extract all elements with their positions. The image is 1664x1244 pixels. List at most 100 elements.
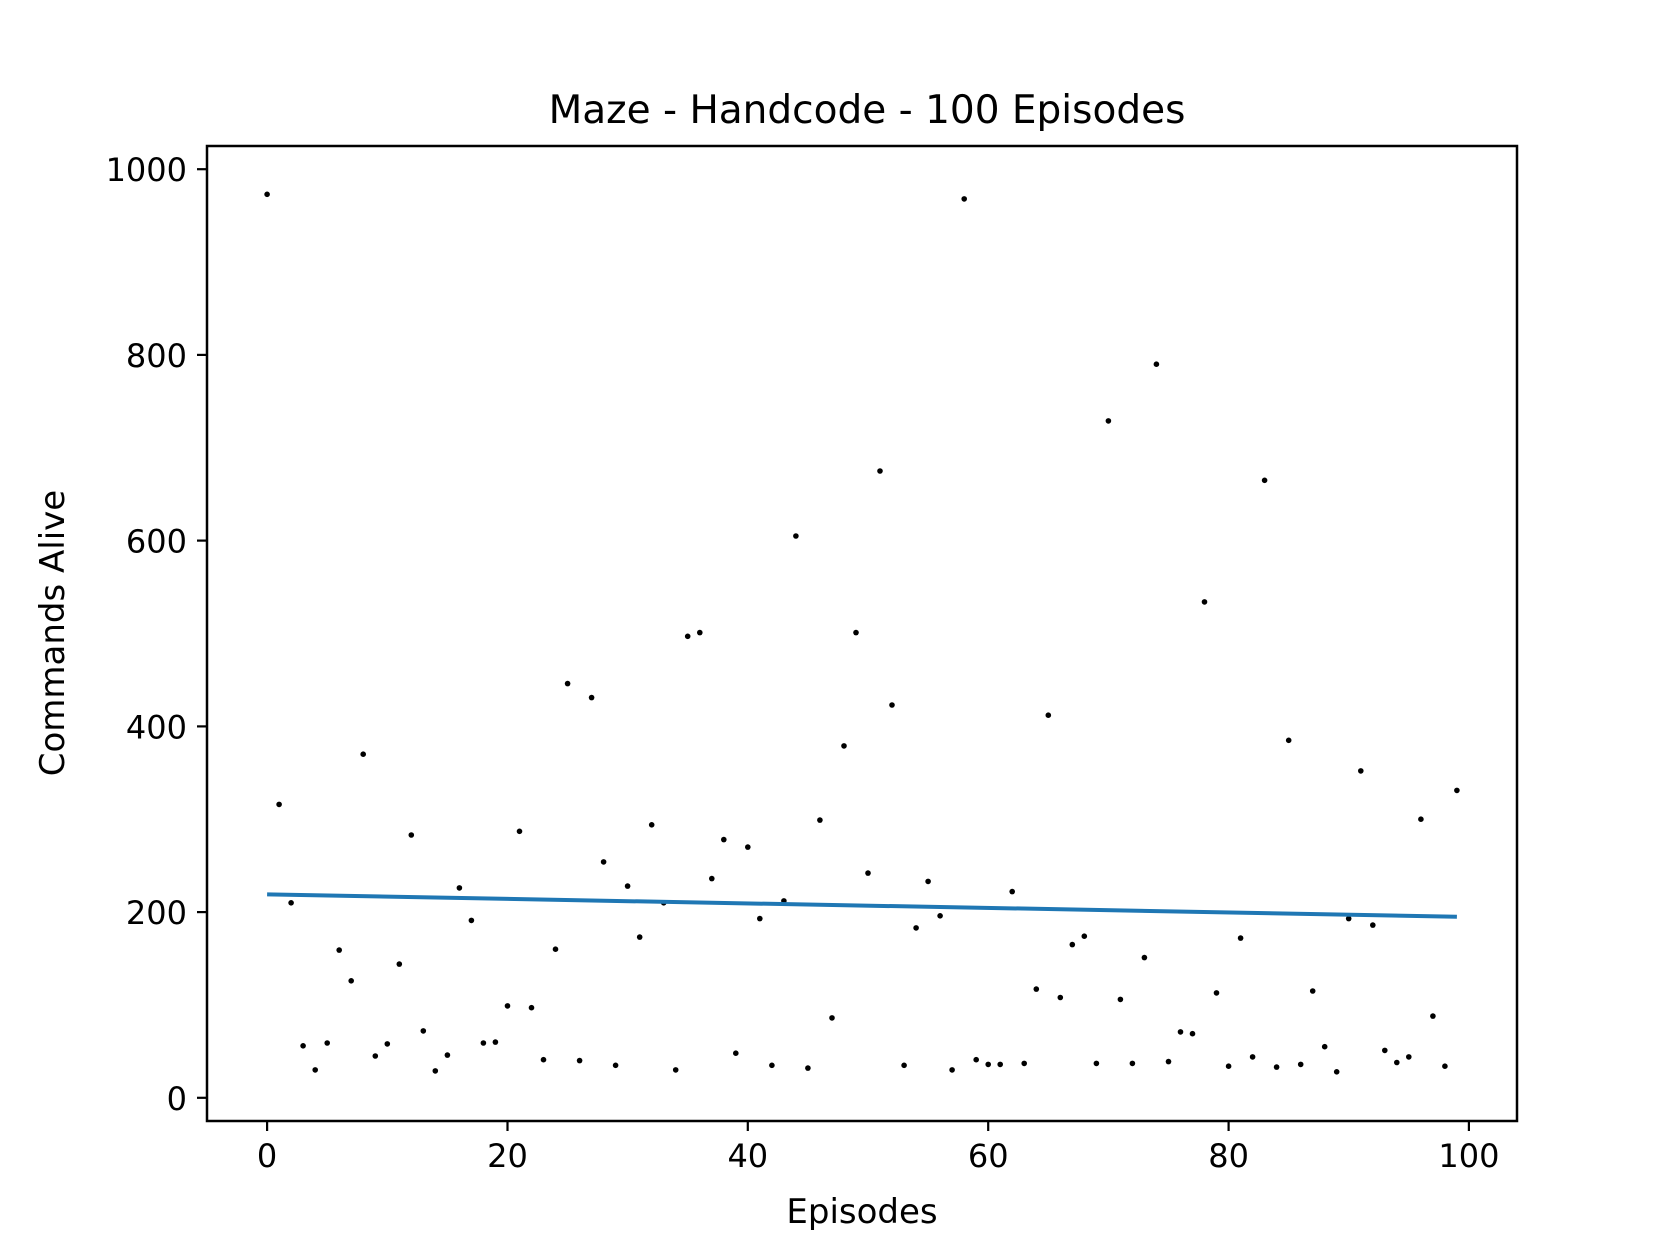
x-tick-label: 80 [1208,1137,1249,1175]
y-axis-label: Commands Alive [33,490,73,776]
data-point [1021,1060,1027,1067]
data-point [913,925,919,931]
data-point [528,1004,535,1011]
data-point [817,817,823,823]
data-point [444,1052,451,1058]
data-point [408,832,415,838]
data-point [1273,1064,1280,1070]
data-point [1454,787,1460,794]
data-point [1237,935,1244,941]
data-point [1382,1047,1388,1054]
data-point [721,836,727,843]
data-point [264,191,270,198]
data-point [612,1062,619,1069]
x-tick-label: 40 [727,1137,768,1175]
data-point [1045,712,1052,718]
y-tick-label: 200 [126,894,187,932]
x-axis-ticks: 0 20 40 60 80 100 [257,1121,1499,1175]
data-point [889,702,895,708]
plot-frame [205,144,1519,1123]
data-point [1069,941,1076,948]
y-tick-label: 0 [167,1080,187,1118]
data-point [372,1053,379,1059]
data-point [1297,1061,1304,1068]
data-point [733,1050,739,1056]
data-point [937,913,943,919]
data-point [1201,599,1208,605]
data-point [1321,1043,1328,1050]
data-point [312,1067,319,1073]
data-point [1081,933,1088,939]
data-point [384,1041,391,1047]
data-point [697,629,703,636]
chart-title: Maze - Handcode - 100 Episodes [549,88,1186,133]
trend-line [267,892,1457,919]
data-point [1345,915,1352,922]
data-point [985,1061,991,1068]
data-point [1358,768,1364,774]
data-point [1141,954,1148,961]
data-point [636,934,643,940]
data-point [1129,1060,1136,1067]
data-point [841,743,847,749]
data-point [877,468,883,474]
data-point [492,1039,499,1045]
data-point [420,1028,427,1034]
plot-area [264,191,1460,1075]
data-point [552,946,559,952]
data-point [745,844,751,850]
data-point [1430,1013,1436,1019]
data-point [1153,361,1160,368]
data-point [468,917,475,924]
data-point [1309,988,1316,994]
data-point [672,1067,679,1073]
data-point [1189,1030,1196,1037]
data-point [1370,922,1376,928]
data-point [300,1043,306,1049]
data-point [576,1057,583,1064]
data-point [997,1061,1003,1068]
data-point [276,801,282,808]
data-point [336,947,343,953]
data-point [648,822,655,828]
data-point [961,196,967,202]
data-point [769,1062,775,1069]
data-point [1213,990,1220,996]
data-point [1033,986,1040,992]
data-point [805,1065,811,1071]
y-tick-label: 400 [126,708,187,746]
data-point [396,961,403,967]
data-point [1418,816,1424,822]
data-point [1249,1054,1256,1060]
data-point [865,870,871,876]
data-point [360,751,367,757]
data-point [564,680,571,687]
data-point [757,915,763,922]
data-point [1093,1060,1100,1067]
data-point [973,1056,979,1063]
data-point [1165,1058,1172,1065]
data-point [1394,1059,1400,1066]
x-tick-label: 0 [257,1137,277,1175]
data-point [1225,1063,1232,1069]
data-point [1261,477,1268,484]
y-axis-ticks: 0 200 400 600 800 1000 [106,151,207,1118]
data-point [901,1062,907,1069]
data-point [516,828,523,835]
data-point [504,1003,511,1009]
data-point [456,885,463,891]
data-point [853,629,859,636]
data-point [793,533,799,539]
data-point [348,978,355,984]
data-point [925,878,931,885]
data-point [624,883,631,889]
data-point [1057,994,1064,1001]
data-point [432,1068,439,1074]
data-point [949,1067,955,1073]
data-point [600,859,607,865]
data-point [684,633,691,640]
x-tick-label: 100 [1438,1137,1499,1175]
